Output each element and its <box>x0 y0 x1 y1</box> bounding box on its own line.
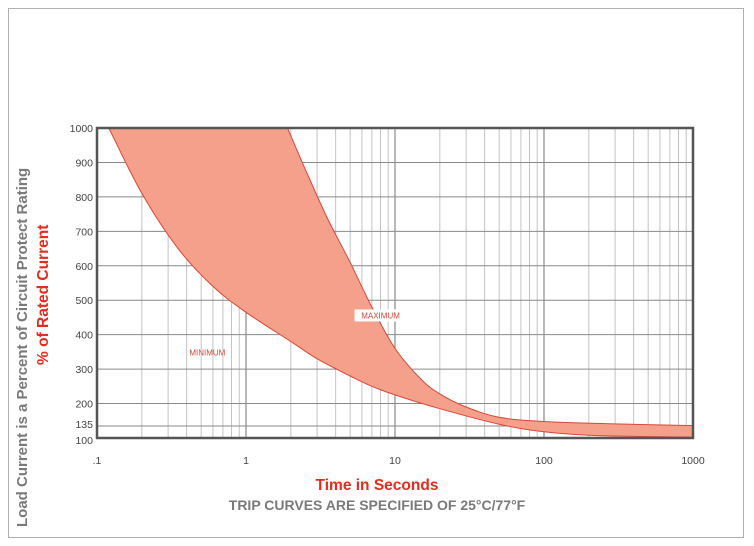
x-tick-label: 100 <box>535 455 553 467</box>
annotations: MINIMUM MAXIMUM <box>189 309 407 357</box>
y-tick-label: 600 <box>75 261 93 273</box>
x-tick-label: 10 <box>389 455 401 467</box>
y-tick-labels: 1000 900 800 700 600 500 400 300 200 135 100 <box>70 123 94 447</box>
y-tick-label: 900 <box>75 157 93 169</box>
y-axis-title: % of Rated Current <box>35 224 52 365</box>
y-tick-label: 200 <box>75 399 93 411</box>
x-axis-title: Time in Seconds <box>315 477 439 494</box>
y-tick-label: 800 <box>75 192 93 204</box>
label-maximum-bg <box>354 309 407 322</box>
x-tick-labels: .1 1 10 100 1000 <box>93 455 705 467</box>
y-tick-label: 1000 <box>70 123 94 135</box>
x-tick-label: .1 <box>93 455 102 467</box>
x-tick-label: 1000 <box>681 455 705 467</box>
y-tick-label: 500 <box>75 295 93 307</box>
y-tick-label: 700 <box>75 226 93 238</box>
y-tick-label: 135 <box>75 419 93 431</box>
label-minimum: MINIMUM <box>189 348 225 357</box>
plot-area <box>95 126 695 440</box>
y-tick-label: 400 <box>75 330 93 342</box>
trip-band-area <box>108 128 694 438</box>
series-line-minimum <box>108 127 694 438</box>
x-tick-label: 1 <box>243 455 249 467</box>
y-tick-label: 300 <box>75 364 93 376</box>
label-maximum: MAXIMUM <box>361 311 400 320</box>
temperature-note: TRIP CURVES ARE SPECIFIED OF 25°C/77°F <box>228 497 526 513</box>
series-line-maximum <box>287 127 694 427</box>
chart-frame <box>8 8 744 538</box>
y-tick-label: 100 <box>75 435 93 447</box>
y-axis-subtitle: Load Current is a Percent of Circuit Pro… <box>14 167 31 527</box>
